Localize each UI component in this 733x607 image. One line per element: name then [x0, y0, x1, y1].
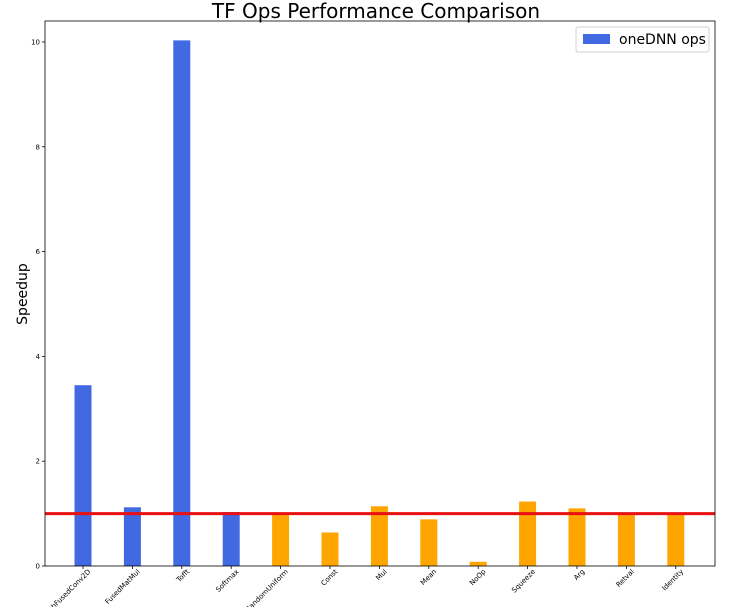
y-tick-label: 10: [31, 38, 40, 46]
legend-swatch: [583, 34, 610, 44]
y-tick-label: 2: [36, 458, 40, 466]
x-tick-label: PadWithFusedConv2D: [33, 568, 93, 607]
bar-arg: [568, 508, 586, 566]
y-axis-ticks: 0 2 4 6 8 10: [31, 38, 45, 571]
legend-box: [575, 26, 710, 53]
bars-group: [74, 40, 685, 567]
x-tick-label: Mul: [374, 568, 388, 582]
x-tick-label: Tofft: [174, 568, 191, 585]
y-tick-label: 6: [36, 248, 41, 256]
x-tick-label: RandomUniform: [244, 568, 290, 607]
bar-const: [321, 532, 339, 566]
bar-softmax: [222, 512, 240, 566]
bar-noop: [469, 561, 487, 566]
bar-tofft: [173, 40, 191, 567]
x-tick-label: Arg: [572, 568, 586, 582]
bar-randomuniform: [272, 513, 290, 566]
y-axis-label: Speedup: [15, 263, 31, 325]
y-tick-label: 4: [36, 353, 41, 361]
legend: oneDNN ops: [575, 26, 710, 53]
bar-identity: [667, 513, 685, 566]
bar-padwithfusedconv2d: [74, 385, 92, 566]
bar-mean: [420, 519, 438, 566]
x-tick-label: Identity: [661, 568, 686, 593]
x-tick-label: Mean: [419, 568, 438, 587]
x-tick-label: Retval: [615, 568, 636, 589]
bar-retval: [617, 513, 635, 566]
y-tick-label: 8: [36, 143, 40, 151]
bar-fusedmatmul: [123, 507, 141, 566]
chart-title: TF Ops Performance Comparison: [211, 0, 540, 23]
x-tick-label: Const: [320, 568, 340, 588]
x-tick-label: Squeeze: [510, 568, 537, 595]
x-tick-label: FusedMatMul: [104, 568, 142, 606]
x-tick-label: Softmax: [214, 568, 240, 594]
bar-squeeze: [519, 501, 537, 566]
bar-mul: [370, 506, 388, 566]
legend-label: oneDNN ops: [619, 32, 706, 48]
plot-frame: [44, 20, 716, 567]
x-tick-label: NoOp: [468, 567, 488, 587]
x-axis-ticks: PadWithFusedConv2D FusedMatMul Tofft Softma…: [33, 566, 686, 607]
y-tick-label: 0: [36, 563, 40, 571]
